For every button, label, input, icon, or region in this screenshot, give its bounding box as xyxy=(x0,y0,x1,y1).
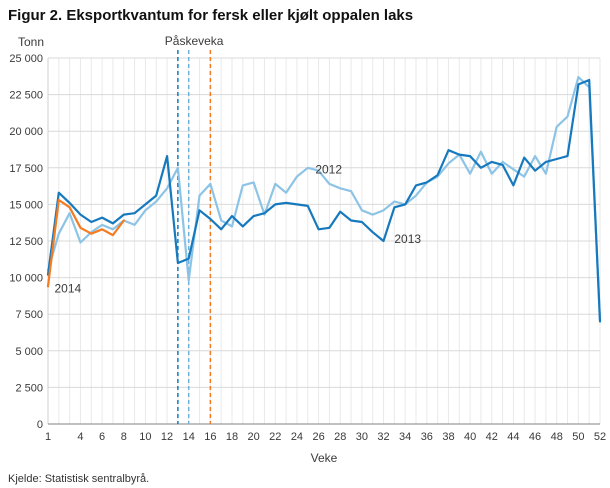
series-label-2013: 2013 xyxy=(394,232,421,246)
x-tick-label: 6 xyxy=(99,431,105,443)
x-tick-label: 28 xyxy=(334,431,346,443)
x-tick-label: 38 xyxy=(442,431,454,443)
x-tick-label: 34 xyxy=(399,431,411,443)
series-line-2013 xyxy=(46,78,602,323)
y-axis-labels: 0 2 500 5 000 7 500 10 000 12 500 15 000 17 500… xyxy=(9,53,43,431)
x-tick-label: 20 xyxy=(248,431,260,443)
x-tick-label: 18 xyxy=(226,431,238,443)
x-tick-label: 10 xyxy=(139,431,151,443)
y-tick-label: 2 500 xyxy=(15,382,43,394)
easter-week-lines xyxy=(177,50,212,424)
x-tick-label: 8 xyxy=(121,431,127,443)
source-note: Kjelde: Statistisk sentralbyrå. xyxy=(8,473,150,485)
x-tick-label: 4 xyxy=(77,431,83,443)
y-tick-label: 0 xyxy=(37,419,43,431)
x-tick-label: 52 xyxy=(594,431,606,443)
x-tick-label: 36 xyxy=(421,431,433,443)
x-tick-label: 48 xyxy=(551,431,563,443)
x-tick-label: 1 xyxy=(45,431,51,443)
x-tick-label: 26 xyxy=(312,431,324,443)
figure-title: Figur 2. Eksportkvantum for fersk eller … xyxy=(8,7,414,24)
y-tick-label: 12 500 xyxy=(9,236,43,248)
x-tick-label: 32 xyxy=(377,431,389,443)
x-tick-label: 12 xyxy=(161,431,173,443)
x-axis-labels: 1 4 6 8 10 12 14 16 18 20 22 24 26 28 30 32 34 36 38 40 42 44… xyxy=(45,431,606,443)
x-tick-label: 16 xyxy=(204,431,216,443)
grid-horizontal xyxy=(48,57,600,425)
y-tick-label: 15 000 xyxy=(9,199,43,211)
easter-annotation: Påskeveka xyxy=(165,34,224,48)
x-tick-label: 42 xyxy=(486,431,498,443)
x-tick-label: 44 xyxy=(507,431,519,443)
x-tick-label: 14 xyxy=(183,431,195,443)
series-line-2012 xyxy=(46,75,602,322)
x-tick-label: 46 xyxy=(529,431,541,443)
y-tick-label: 7 500 xyxy=(15,309,43,321)
series-label-2014: 2014 xyxy=(54,282,81,296)
y-axis-title: Tonn xyxy=(18,35,44,49)
chart-area: 0 2 500 5 000 7 500 10 000 12 500 15 000 17 500… xyxy=(0,30,610,470)
x-tick-label: 24 xyxy=(291,431,303,443)
series-line-2014 xyxy=(46,198,125,288)
y-tick-label: 10 000 xyxy=(9,273,43,285)
y-tick-label: 20 000 xyxy=(9,126,43,138)
x-axis-title: Veke xyxy=(311,451,338,465)
x-tick-label: 30 xyxy=(356,431,368,443)
series-label-2012: 2012 xyxy=(315,162,342,176)
y-tick-label: 17 500 xyxy=(9,163,43,175)
y-tick-label: 25 000 xyxy=(9,53,43,65)
x-tick-label: 50 xyxy=(572,431,584,443)
x-tick-label: 40 xyxy=(464,431,476,443)
y-tick-label: 5 000 xyxy=(15,346,43,358)
y-tick-label: 22 500 xyxy=(9,90,43,102)
line-chart: 0 2 500 5 000 7 500 10 000 12 500 15 000 17 500… xyxy=(9,34,606,465)
x-tick-label: 22 xyxy=(269,431,281,443)
